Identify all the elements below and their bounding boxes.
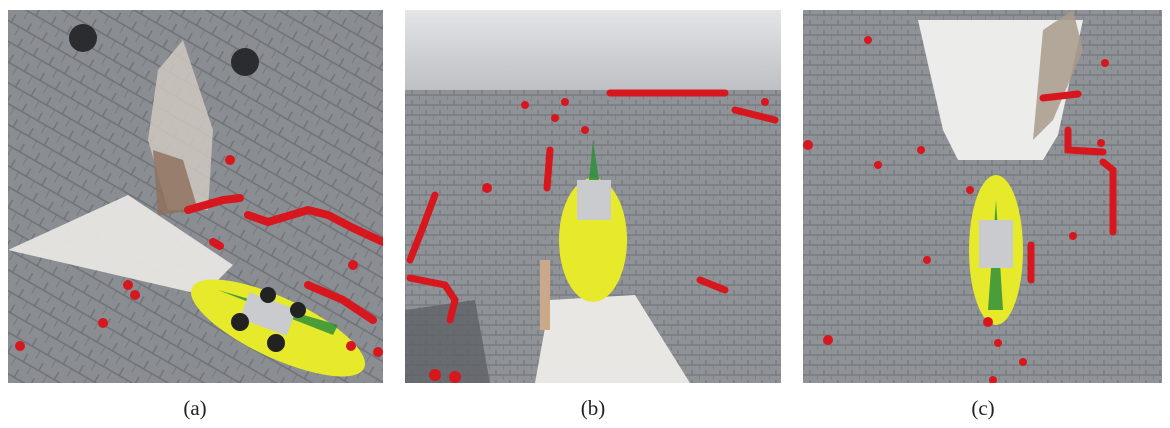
scene-b — [405, 10, 781, 383]
caption: (b) — [553, 396, 633, 421]
figure: (a) (b) (c) (() => { const data = JSON.p… — [0, 0, 1170, 428]
caption: (a) — [155, 396, 235, 421]
scene-c — [803, 10, 1162, 383]
caption: (c) — [943, 396, 1023, 421]
scene-a — [8, 10, 383, 383]
